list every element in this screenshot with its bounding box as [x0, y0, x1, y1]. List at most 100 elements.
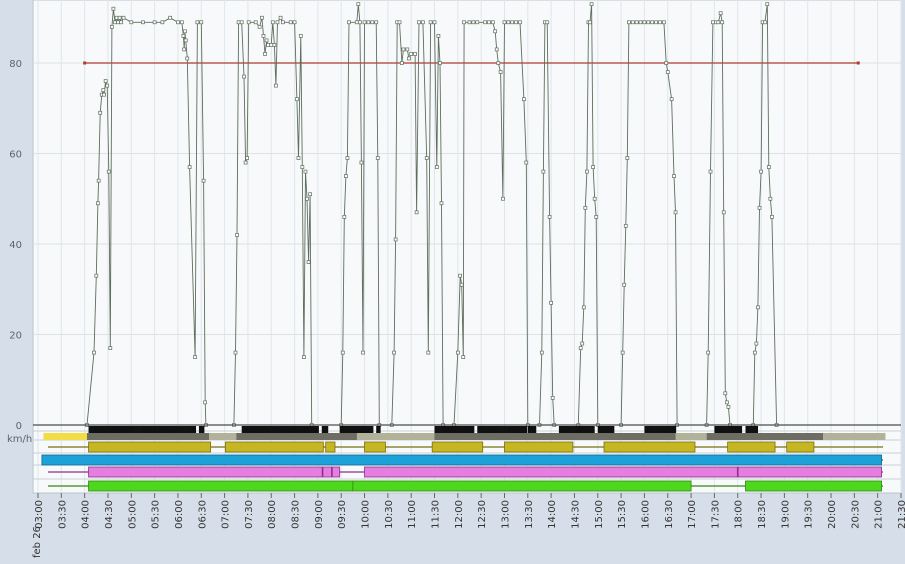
status-segment — [86, 433, 210, 440]
timeline-bar — [88, 441, 211, 453]
x-tick-label: 09:00 — [314, 500, 325, 529]
x-tick-label: 11:00 — [407, 500, 418, 529]
speed-point — [354, 20, 359, 25]
y-tick-label: 0 — [16, 421, 22, 432]
x-tick-label: 03:00 — [34, 500, 45, 529]
timeline-bar — [364, 466, 882, 478]
speed-point — [199, 20, 204, 25]
speed-point — [246, 20, 251, 25]
x-tick-label: 04:00 — [81, 500, 92, 529]
speed-point — [405, 47, 410, 52]
plot-area — [32, 0, 902, 494]
speed-point — [439, 201, 444, 206]
speed-point — [117, 15, 122, 20]
speed-point — [493, 29, 498, 34]
speed-point — [642, 20, 647, 25]
speed-point — [263, 52, 267, 56]
speed-point — [471, 20, 476, 25]
speed-point — [487, 20, 491, 25]
timeline-bar — [504, 441, 574, 453]
speed-point — [627, 20, 631, 25]
speed-point — [129, 20, 134, 25]
speed-point — [179, 20, 184, 25]
speed-point — [664, 61, 669, 65]
x-tick-label: 18:00 — [734, 500, 745, 529]
speed-point — [342, 215, 347, 219]
speed-point — [483, 20, 487, 25]
x-tick-label: 17:00 — [687, 500, 698, 529]
speed-point — [102, 92, 106, 97]
speed-point — [305, 196, 309, 201]
timeline-bar — [41, 454, 882, 466]
x-tick-label: 15:30 — [617, 500, 628, 529]
x-tick-label: 14:30 — [570, 500, 581, 529]
speed-point — [434, 165, 439, 169]
speed-point — [295, 97, 299, 102]
x-tick-label: 20:00 — [827, 500, 838, 529]
speed-point — [672, 174, 676, 178]
speed-point — [347, 20, 351, 25]
speed-point — [260, 15, 264, 20]
speed-point — [669, 97, 674, 102]
speed-point — [638, 20, 643, 25]
speed-point — [623, 224, 628, 228]
speed-point — [458, 273, 463, 278]
speed-point — [752, 350, 757, 355]
speed-point — [266, 43, 270, 47]
speed-point — [298, 33, 303, 38]
speed-point — [498, 70, 503, 74]
speed-point — [759, 169, 763, 174]
speed-point — [236, 20, 241, 25]
speed-point — [754, 341, 759, 346]
x-tick-label: 03:30 — [57, 500, 68, 529]
x-tick-label: 12:30 — [477, 500, 488, 529]
grid — [33, 0, 902, 493]
speed-point — [110, 24, 114, 29]
status-segment — [823, 433, 886, 440]
speed-point — [580, 341, 585, 346]
x-tick-label: 13:00 — [500, 500, 511, 529]
speed-point — [176, 20, 180, 25]
x-tick-label: 20:30 — [850, 500, 861, 529]
speed-point — [168, 15, 173, 20]
speed-point — [340, 350, 345, 355]
speed-point — [646, 20, 651, 25]
speed-point — [634, 20, 639, 25]
speed-point — [193, 355, 197, 359]
speed-point — [424, 156, 429, 160]
speed-point — [494, 47, 499, 52]
status-segment — [356, 433, 435, 440]
speed-point — [344, 174, 348, 178]
speed-point — [549, 300, 553, 305]
timeline-bar — [745, 480, 882, 492]
speed-point — [585, 169, 589, 174]
speed-point — [490, 20, 495, 25]
speed-point — [183, 38, 188, 43]
speed-point — [658, 20, 662, 25]
speed-point — [245, 156, 249, 160]
speed-point — [461, 355, 466, 359]
speed-point — [766, 165, 771, 169]
timeline-bar — [364, 441, 386, 453]
x-tick-label: 16:00 — [640, 500, 651, 529]
speed-point — [662, 20, 666, 25]
y-tick-label: 60 — [9, 150, 22, 161]
x-tick-label: 18:30 — [757, 500, 768, 529]
speed-point — [620, 350, 625, 355]
speed-point — [362, 20, 367, 25]
speed-point — [673, 210, 678, 215]
speed-point — [182, 47, 187, 52]
speed-point — [589, 2, 594, 7]
speed-point — [467, 20, 472, 25]
speed-point — [496, 61, 501, 65]
speed-point — [92, 350, 96, 355]
speed-point — [594, 215, 599, 219]
speed-point — [242, 74, 246, 79]
speed-point — [96, 178, 101, 183]
speed-point — [592, 196, 597, 201]
speed-point — [366, 20, 371, 25]
speed-point — [375, 156, 380, 160]
speed-point — [108, 346, 113, 350]
speed-point — [510, 20, 515, 25]
